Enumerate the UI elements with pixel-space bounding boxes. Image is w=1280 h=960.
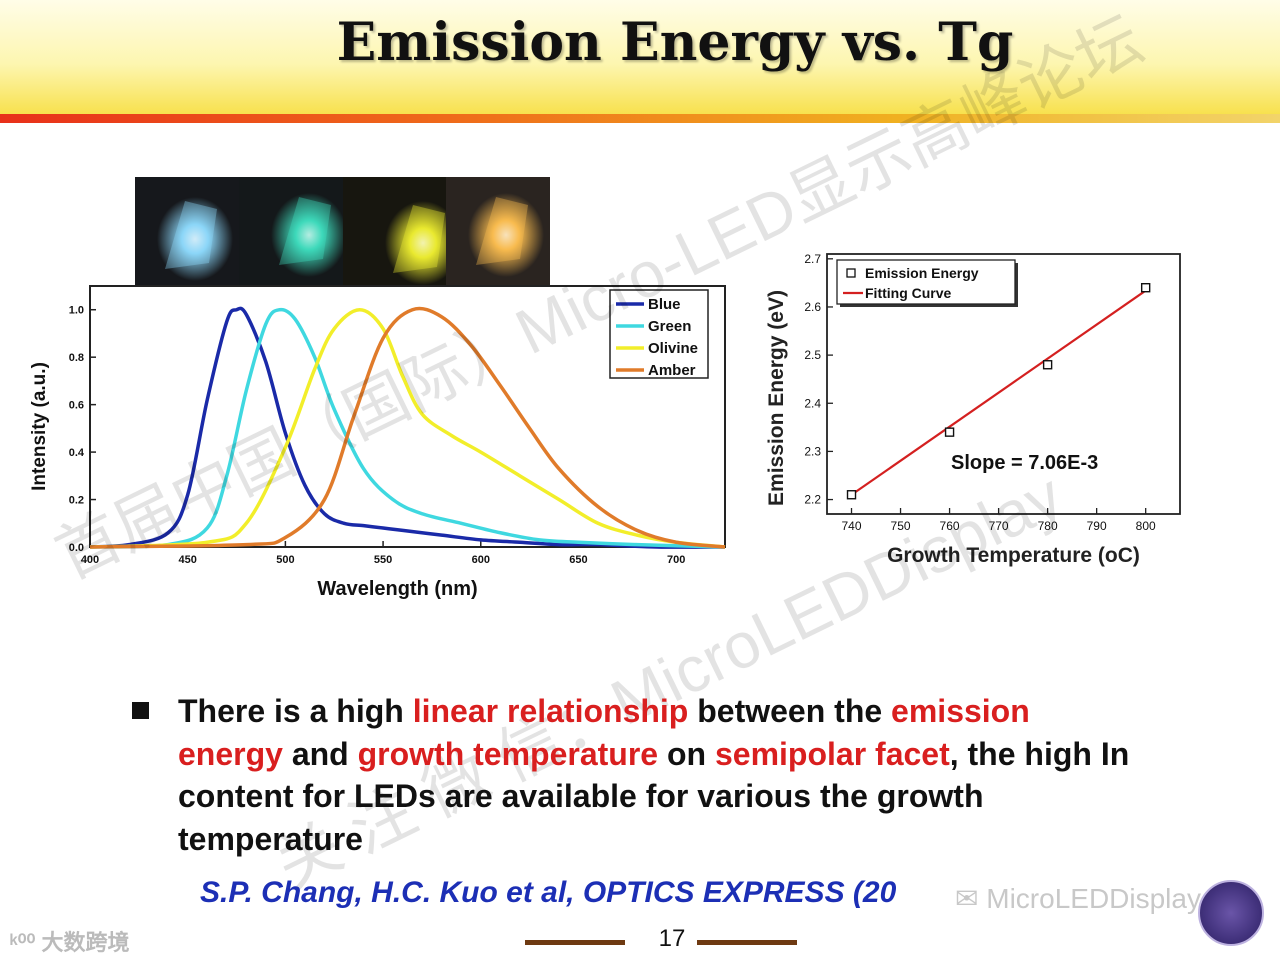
bullet-segment: and: [282, 735, 358, 772]
led-glow: [270, 193, 343, 277]
led-photo-graphic: [384, 201, 447, 285]
x-tick-label: 790: [1087, 519, 1107, 533]
page-rule-left: [525, 940, 625, 945]
source-logo-text: 大数跨境: [41, 930, 130, 955]
bullet-highlight: emission energy: [178, 693, 1030, 772]
bullet-highlight: linear relationship: [412, 693, 689, 729]
y-tick-label: 2.3: [804, 444, 821, 458]
led-glow: [468, 193, 545, 277]
y-axis-label: Emission Energy (eV): [765, 290, 788, 506]
wechat-account-name: MicroLEDDisplay: [986, 883, 1201, 914]
bullet-text: There is a high linear relationship betw…: [178, 690, 1138, 860]
x-tick-label: 600: [472, 554, 490, 566]
emission-energy-point: [1140, 283, 1151, 293]
y-tick-label: 0.0: [69, 542, 84, 554]
x-tick-label: 780: [1038, 519, 1058, 533]
led-glow: [384, 201, 447, 285]
led-chip-shape: [278, 197, 331, 265]
x-tick-label: 500: [276, 554, 294, 566]
wechat-icon: ✉: [955, 883, 979, 914]
x-tick-label: 800: [1136, 519, 1156, 533]
legend-marker: [846, 268, 856, 278]
x-axis-label: Wavelength (nm): [317, 578, 477, 600]
x-tick-label: 550: [374, 554, 392, 566]
legend-label: Emission Energy: [865, 265, 979, 281]
bullet-segment: , the high In content for LEDs are avail…: [178, 735, 1130, 857]
x-tick-label: 400: [81, 554, 99, 566]
legend-label: Fitting Curve: [865, 285, 952, 301]
bullet-highlight: growth temperature: [357, 735, 659, 772]
x-axis-label: Growth Temperature (oC): [887, 544, 1140, 567]
y-tick-label: 2.7: [804, 252, 821, 266]
legend-label: Olivine: [648, 340, 698, 357]
led-photo-blue: [135, 177, 239, 305]
bullet-segment: on: [658, 735, 715, 772]
bullet-segment: There is a high: [178, 693, 413, 729]
legend-frame: [836, 259, 1016, 305]
led-photo-amber: [446, 177, 550, 305]
x-tick-label: 760: [940, 519, 960, 533]
led-photo-green: [238, 177, 343, 305]
slide-title: Emission Energy vs. Tg: [336, 12, 1014, 73]
y-tick-label: 2.5: [804, 348, 821, 362]
led-photo-olivine: [342, 177, 447, 305]
bullet-segment: between the: [688, 693, 892, 729]
led-glow: [157, 197, 233, 281]
y-tick-label: 0.2: [69, 495, 84, 507]
led-chip-shape: [165, 201, 217, 269]
x-tick-label: 740: [841, 519, 861, 533]
source-logo-icon: ᵏ⁰⁰: [10, 930, 36, 955]
led-photo-graphic: [270, 193, 343, 277]
bullet-square-icon: [132, 702, 149, 719]
y-tick-label: 0.6: [69, 400, 84, 412]
university-seal-logo: [1198, 880, 1264, 946]
x-tick-label: 750: [891, 519, 911, 533]
legend-label: Green: [648, 318, 691, 335]
x-tick-label: 450: [179, 554, 197, 566]
led-photo-strip: [135, 177, 550, 305]
y-tick-label: 2.4: [804, 396, 821, 410]
legend-label: Amber: [648, 362, 696, 379]
spectrum-chart: 400 450 500 550 600 650 700 0.0 0.2 0.4 0.6 0.8 1.0 W…: [29, 285, 726, 600]
emission-energy-chart: 740 750 760 770 780 790 800 2.2 2.3 2.4 2.5 2.6 2.7 G…: [765, 252, 1181, 567]
spectrum-series-amber: [89, 306, 726, 549]
led-chip-shape: [392, 205, 445, 273]
slope-annotation: Slope = 7.06E-3: [951, 452, 1098, 474]
led-photo-graphic: [157, 197, 233, 281]
page-number: 17: [658, 925, 686, 952]
y-tick-label: 1.0: [69, 305, 84, 317]
x-tick-label: 650: [569, 554, 587, 566]
source-logo: ᵏ⁰⁰ 大数跨境: [10, 925, 129, 957]
energy-legend: Emission Energy Fitting Curve: [836, 259, 1018, 307]
led-photo-graphic: [468, 193, 545, 277]
legend-label: Blue: [648, 296, 681, 313]
x-tick-label: 770: [989, 519, 1009, 533]
y-axis-label: Intensity (a.u.): [29, 362, 50, 491]
wechat-account-watermark: ✉ MicroLEDDisplay: [955, 882, 1201, 915]
spectrum-series-olivine: [89, 307, 726, 549]
emission-energy-point: [1042, 360, 1053, 370]
y-tick-label: 0.4: [69, 447, 85, 459]
y-tick-label: 2.2: [804, 493, 821, 507]
y-tick-label: 2.6: [804, 300, 821, 314]
spectrum-legend: Blue Green Olivine Amber: [609, 289, 709, 379]
fitting-curve-line: [850, 289, 1147, 496]
y-tick-label: 0.8: [69, 352, 84, 364]
citation: S.P. Chang, H.C. Kuo et al, OPTICS EXPRE…: [200, 876, 897, 909]
bullet-highlight: semipolar facet: [714, 735, 950, 772]
title-band: [0, 0, 1280, 116]
emission-energy-point: [846, 490, 857, 500]
x-tick-label: 700: [667, 554, 685, 566]
led-chip-shape: [476, 197, 529, 265]
title-divider: [0, 114, 1280, 123]
emission-energy-point: [944, 427, 955, 437]
page-rule-right: [697, 940, 797, 945]
spectrum-series-green: [89, 307, 726, 549]
spectrum-series-blue: [89, 306, 726, 549]
